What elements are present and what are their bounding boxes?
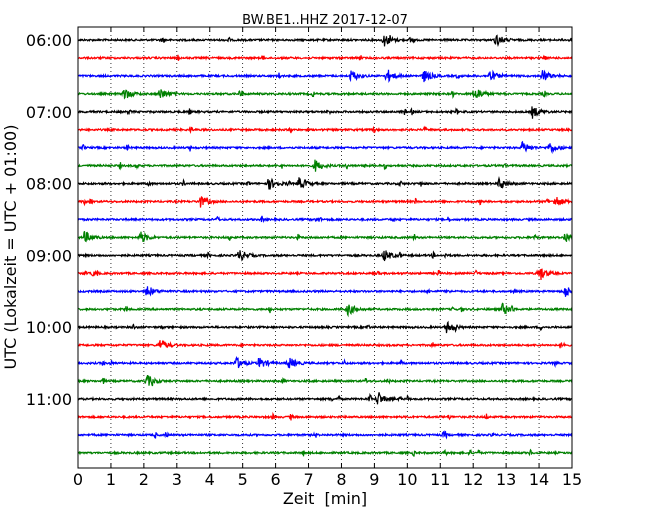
x-tick-label: 8 (336, 470, 346, 489)
seismogram-trace (77, 286, 573, 297)
seismogram-trace (77, 375, 573, 387)
x-axis-ticks: 0 1 2 3 4 5 6 7 8 9 10 11 12 13 14 15 (73, 27, 582, 489)
y-tick-label: 09:00 (26, 246, 72, 265)
chart-title: BW.BE1..HHZ 2017-12-07 (242, 13, 408, 28)
seismogram-trace (77, 430, 573, 440)
x-tick-label: 6 (271, 470, 281, 489)
y-tick-label: 08:00 (26, 175, 72, 194)
seismogram-trace (77, 320, 573, 334)
plot-frame (77, 26, 573, 469)
x-tick-label: 9 (369, 470, 379, 489)
seismogram-trace (77, 69, 573, 83)
y-axis-title: UTC (Lokalzeit = UTC + 01:00) (1, 125, 20, 370)
x-tick-label: 12 (463, 470, 483, 489)
seismogram-trace (77, 176, 573, 190)
y-tick-label: 06:00 (26, 31, 72, 50)
vertical-gridlines (110, 27, 540, 468)
seismogram-trace (77, 54, 573, 61)
seismogram-traces (77, 34, 573, 457)
seismogram-trace (77, 125, 573, 134)
seismogram-trace (77, 195, 573, 208)
seismogram-trace (77, 339, 573, 349)
seismogram-trace (77, 140, 573, 155)
seismogram-trace (77, 302, 573, 318)
seismogram-trace (77, 355, 573, 369)
x-tick-label: 15 (562, 470, 582, 489)
x-tick-label: 0 (73, 470, 83, 489)
x-tick-label: 11 (430, 470, 450, 489)
seismogram-trace (77, 392, 573, 405)
seismogram-trace (77, 230, 573, 243)
x-tick-label: 14 (529, 470, 549, 489)
seismogram-trace (77, 34, 573, 47)
y-tick-label: 11:00 (26, 390, 72, 409)
seismogram-trace (77, 448, 573, 457)
y-axis-ticks: 06:00 07:00 08:00 09:00 10:00 11:00 (26, 31, 572, 409)
seismogram-trace (77, 215, 573, 224)
y-tick-label: 10:00 (26, 318, 72, 337)
seismogram-trace (77, 159, 573, 172)
x-tick-label: 1 (106, 470, 116, 489)
x-tick-label: 3 (172, 470, 182, 489)
seismogram-trace (77, 250, 573, 262)
x-tick-label: 13 (496, 470, 516, 489)
x-tick-label: 10 (397, 470, 417, 489)
seismogram-trace (77, 89, 573, 100)
x-tick-label: 7 (303, 470, 313, 489)
seismogram-trace (77, 268, 573, 281)
seismogram-trace (77, 106, 573, 119)
x-axis-title: Zeit [min] (283, 489, 367, 508)
seismogram-trace (77, 411, 573, 421)
x-tick-label: 5 (238, 470, 248, 489)
x-tick-label: 2 (139, 470, 149, 489)
y-tick-label: 07:00 (26, 103, 72, 122)
x-tick-label: 4 (205, 470, 215, 489)
